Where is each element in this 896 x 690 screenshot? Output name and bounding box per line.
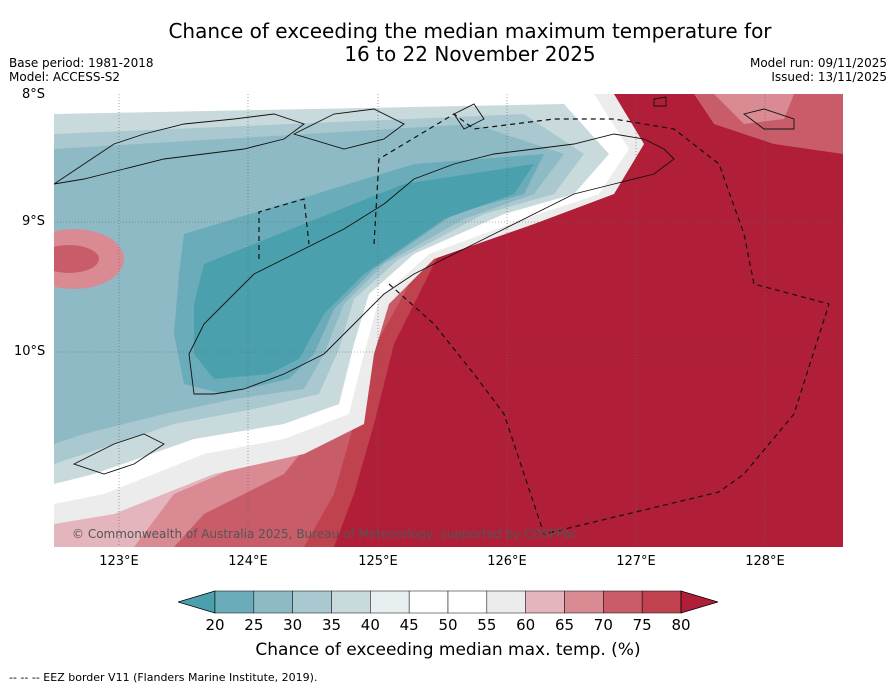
west-red-core [54,245,99,273]
rote-coastline [72,433,165,475]
timor-coastline [188,133,675,395]
colorbar-tick-label: 40 [360,616,380,634]
lon-label-128e: 128°E [745,554,785,569]
colorbar-arrow-high [680,590,718,614]
colorbar-tick-label: 60 [516,616,536,634]
colorbar-label: Chance of exceeding median max. temp. (%… [255,640,641,660]
lon-label-126e: 126°E [487,554,527,569]
colorbar-cell [447,590,488,614]
colorbar-tick-label: 30 [283,616,303,634]
colorbar-tick-label: 80 [671,616,691,634]
issued-date: Issued: 13/11/2025 [771,70,887,84]
colorbar-tick-label: 45 [399,616,419,634]
colorbar-cell [525,590,565,614]
probability-map [54,94,843,547]
colorbar-cell [292,590,332,614]
colorbar-tick-label: 55 [477,616,497,634]
model-run: Model run: 09/11/2025 [749,56,887,70]
lat-label-10s: 10°S [14,344,46,359]
colorbar-tick-label: 65 [554,616,575,634]
blue-20-band [194,164,534,379]
title-line-1: Chance of exceeding the median maximum t… [168,19,772,43]
small-island-2 [742,108,795,130]
eez-legend-footer: -- -- -- EEZ border V11 (Flanders Marine… [9,671,318,684]
meta-left: Base period: 1981-2018 Model: ACCESS-S2 [9,56,154,84]
colorbar-tick-label: 35 [321,616,342,634]
lon-label-124e: 124°E [228,554,268,569]
lon-label-125e: 125°E [358,554,398,569]
copyright-credit: © Commonwealth of Australia 2025, Bureau… [72,527,578,541]
lat-label-8s: 8°S [22,87,46,102]
map-canvas [54,94,843,547]
coastlines [54,96,795,475]
colorbar-cell [641,590,682,614]
flores-coastline [54,113,305,185]
colorbar-tick-label: 70 [593,616,613,634]
small-island-1 [653,96,667,107]
eez-border [258,113,830,535]
colorbar-cell [564,590,604,614]
colorbar-tick-label: 50 [438,616,458,634]
colorbar-tick-label: 75 [632,616,652,634]
colorbar-cell [253,590,293,614]
atauro-coastline [453,103,485,130]
northeast-patch-light [714,94,794,124]
colorbar-cell [408,590,449,614]
colorbar-cell [603,590,643,614]
colorbar-tick-label: 25 [244,616,264,634]
meta-right: Model run: 09/11/2025 Issued: 13/11/2025 [750,56,887,84]
colorbar [178,590,718,614]
base-period: Base period: 1981-2018 [9,56,154,70]
colorbar-arrow-low [178,590,216,614]
colorbar-cell [331,590,371,614]
lat-label-9s: 9°S [22,214,46,229]
map-title: Chance of exceeding the median maximum t… [120,20,820,66]
title-line-2: 16 to 22 November 2025 [344,42,596,66]
lon-label-123e: 123°E [99,554,139,569]
colorbar-cell [486,590,526,614]
alor-coastline [292,108,405,150]
colorbar-cell [370,590,410,614]
colorbar-cell [214,590,255,614]
colorbar-tick-label: 20 [205,616,225,634]
lon-label-127e: 127°E [616,554,656,569]
model-name: Model: ACCESS-S2 [9,70,121,84]
